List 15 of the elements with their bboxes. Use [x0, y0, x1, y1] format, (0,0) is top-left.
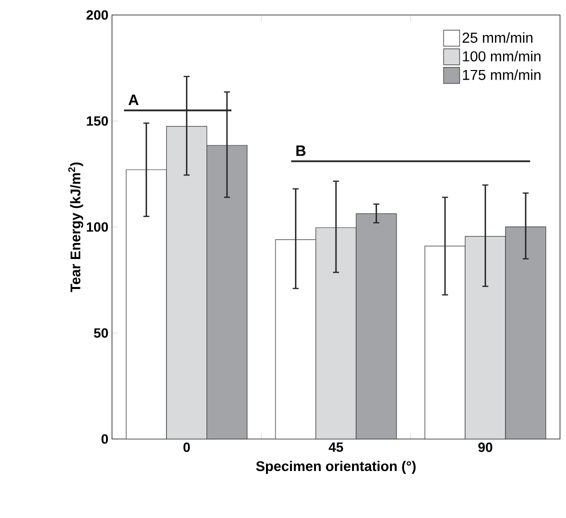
- y-tick-label: 200: [86, 10, 108, 20]
- x-tick-label: 0: [183, 442, 190, 452]
- y-axis-title: Tear Energy (kJ/m$^{2}$): [68, 162, 84, 292]
- legend-label: 25 mm/min: [462, 32, 532, 43]
- x-tick-label: 90: [478, 442, 492, 452]
- x-axis-title: Specimen orientation (°): [256, 460, 416, 474]
- legend-label: 100 mm/min: [463, 50, 540, 62]
- y-tick-label: 0: [102, 434, 108, 444]
- y-tick-label: 150: [86, 116, 108, 126]
- y-tick-label: 100: [86, 222, 108, 232]
- annotation: A: [128, 94, 139, 105]
- x-tick-label: 45: [328, 442, 344, 452]
- y-tick-label: 50: [94, 328, 108, 338]
- annotation: B: [296, 146, 306, 156]
- legend-label: 175 mm/min: [463, 69, 540, 80]
